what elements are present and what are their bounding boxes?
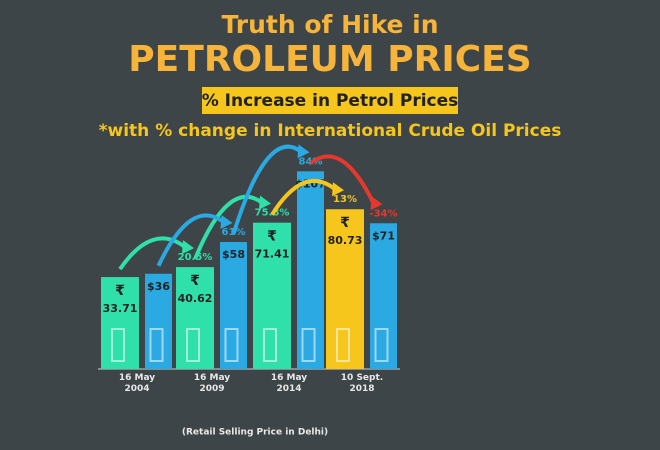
arrow-head xyxy=(332,182,344,197)
x-tick-label: 16 May 2004 xyxy=(118,373,156,394)
value-label: 80.73 xyxy=(328,234,363,247)
bar xyxy=(370,223,397,369)
arrow xyxy=(270,179,337,216)
arrow-head xyxy=(370,196,383,211)
pump-icon xyxy=(224,328,239,362)
value-label: 33.71 xyxy=(103,302,138,315)
chart-title: Truth of Hike in xyxy=(221,10,438,39)
arrow xyxy=(231,144,302,235)
pump-icon xyxy=(336,328,350,362)
value-label: 71.41 xyxy=(255,248,290,261)
bar xyxy=(253,222,291,369)
pump-icon xyxy=(186,328,200,362)
arrow-head xyxy=(297,144,310,159)
arrow-head xyxy=(259,195,271,210)
currency-symbol: ₹ xyxy=(340,215,350,231)
arrow xyxy=(156,213,225,267)
pump-icon xyxy=(263,328,277,362)
change-label: 13% xyxy=(333,194,357,205)
pump-icon xyxy=(301,328,316,362)
bar xyxy=(326,209,364,369)
subtitle-box xyxy=(202,87,458,114)
chart-title-main: PETROLEUM PRICES xyxy=(128,39,531,80)
arrow xyxy=(309,154,376,205)
subtitle: % Increase in Petrol Prices xyxy=(202,91,459,111)
value-label: $36 xyxy=(147,280,170,293)
pump-icon xyxy=(374,328,389,362)
arrow-head xyxy=(220,215,233,230)
pump-icon xyxy=(149,328,164,362)
note: *with % change in International Crude Oi… xyxy=(99,121,562,141)
change-label: -34% xyxy=(369,208,397,219)
x-tick-label: 10 Sept. 2018 xyxy=(340,373,384,394)
x-tick-label: 16 May 2009 xyxy=(193,373,231,394)
currency-symbol: ₹ xyxy=(115,283,125,299)
currency-symbol: ₹ xyxy=(267,229,277,245)
currency-symbol: ₹ xyxy=(190,273,200,289)
value-label: $58 xyxy=(222,248,245,261)
footnote: (Retail Selling Price in Delhi) xyxy=(182,428,328,438)
bar xyxy=(176,267,214,369)
value-label: 40.62 xyxy=(178,292,213,305)
x-tick-label: 16 May 2014 xyxy=(270,373,308,394)
value-label: $71 xyxy=(372,229,395,242)
bar xyxy=(101,277,139,369)
pump-icon xyxy=(111,328,125,362)
arrow xyxy=(118,236,187,271)
arrow xyxy=(193,194,264,260)
bar xyxy=(220,242,247,369)
bar xyxy=(297,171,324,369)
arrow-head xyxy=(182,240,194,255)
